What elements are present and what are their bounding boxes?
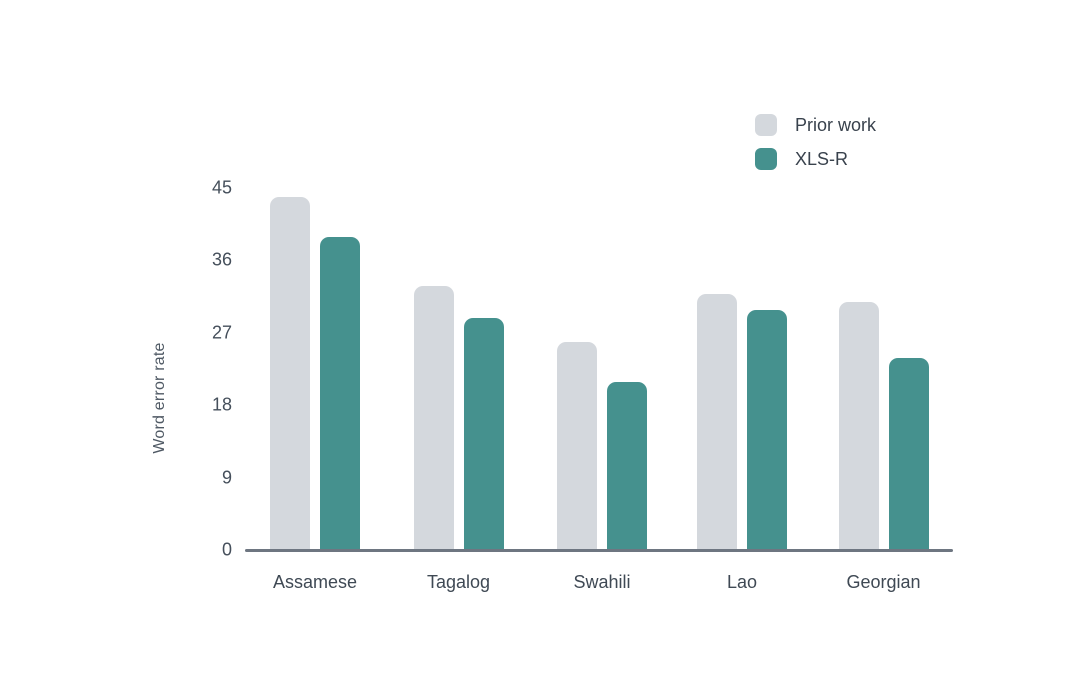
y-tick-label: 27 <box>211 322 232 343</box>
legend-item-prior-work: Prior work <box>755 114 876 136</box>
x-axis-line <box>245 549 953 552</box>
bar-prior-work-swahili <box>557 341 597 551</box>
bar-xls-r-tagalog <box>463 317 504 551</box>
y-tick-label: 0 <box>221 539 232 560</box>
y-tick-label: 45 <box>211 177 232 198</box>
x-label-tagalog: Tagalog <box>426 572 491 592</box>
x-label-assamese: Assamese <box>272 572 358 592</box>
x-label-swahili: Swahili <box>573 572 631 592</box>
bar-prior-work-assamese <box>270 197 310 551</box>
y-axis-title: Word error rate <box>151 342 168 454</box>
bar-prior-work-tagalog <box>413 285 454 551</box>
bar-xls-r-swahili <box>607 382 647 551</box>
chart-legend: Prior work XLS-R <box>755 114 876 170</box>
x-label-georgian: Georgian <box>846 572 921 592</box>
y-tick-label: 9 <box>221 467 232 488</box>
legend-label: XLS-R <box>795 148 849 169</box>
legend-swatch-prior-work <box>755 114 777 136</box>
bar-prior-work-georgian <box>838 301 879 551</box>
legend-item-xls-r: XLS-R <box>755 148 876 170</box>
y-tick-label: 36 <box>211 249 232 270</box>
bar-xls-r-georgian <box>888 357 929 551</box>
bar-xls-r-assamese <box>320 237 360 551</box>
y-tick-label: 18 <box>211 394 232 415</box>
bar-xls-r-lao <box>747 309 787 551</box>
bar-prior-work-lao <box>697 293 737 551</box>
legend-swatch-xls-r <box>755 148 777 170</box>
x-label-lao: Lao <box>726 572 758 592</box>
legend-label: Prior work <box>795 114 877 135</box>
